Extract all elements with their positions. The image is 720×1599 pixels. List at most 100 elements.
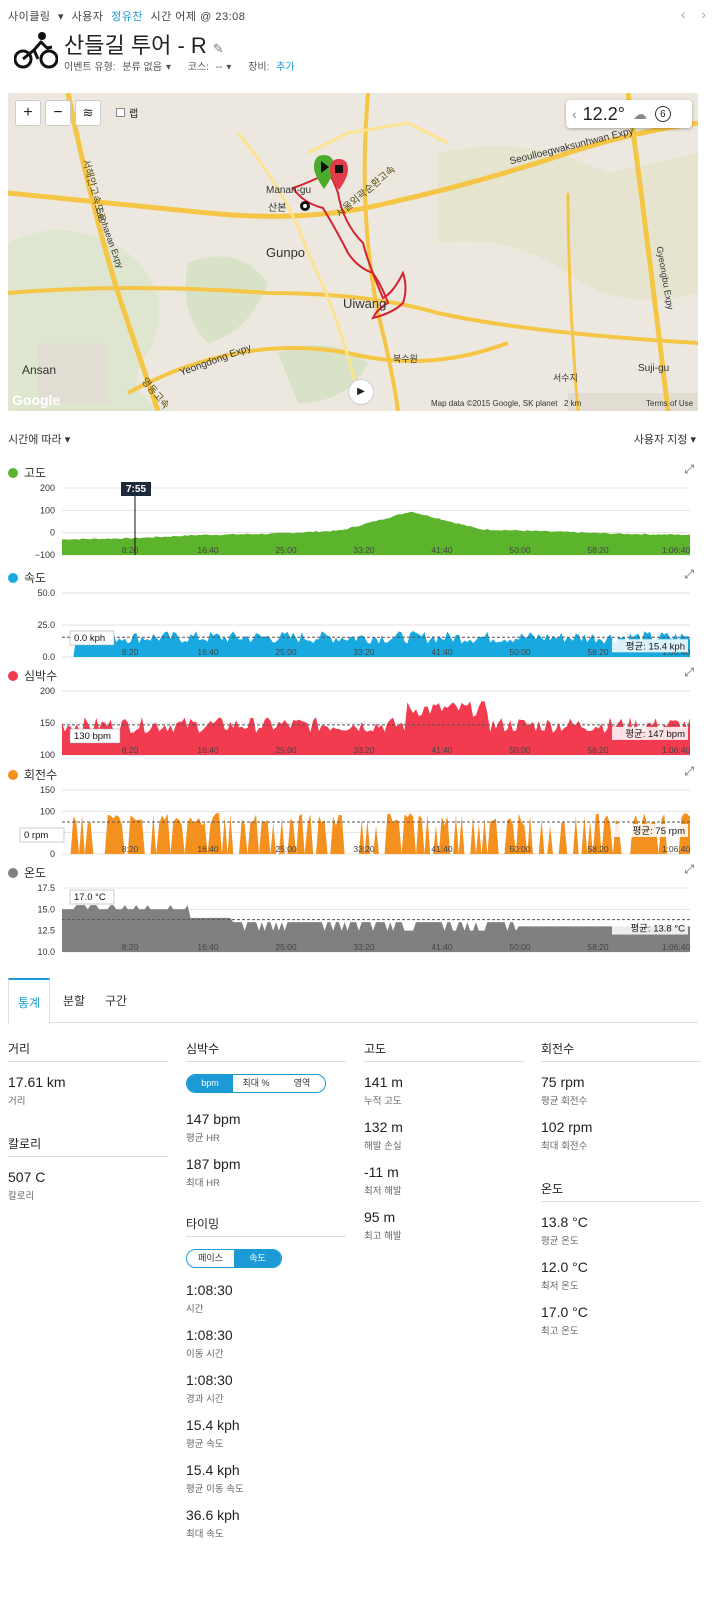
chevron-down-icon: ▾: [64, 434, 71, 446]
y-tick-label: 0: [50, 528, 55, 538]
zoom-in-button[interactable]: +: [15, 100, 41, 126]
custom-label: 사용자 지정: [633, 434, 688, 446]
activity-time: 시간 어제 @ 23:08: [150, 11, 246, 23]
average-label-box: [612, 726, 688, 740]
cadence-header: 회전수: [541, 1040, 701, 1062]
stat-label: 평균 HR: [186, 1133, 220, 1144]
cloud-icon: ☁: [632, 105, 647, 122]
expand-icon[interactable]: ⤢: [684, 764, 694, 778]
chart-header-elevation: 고도: [8, 464, 46, 481]
weather-widget[interactable]: ‹ 12.2° ☁ 6: [566, 100, 692, 128]
timing-seg-speed[interactable]: 속도: [234, 1250, 281, 1267]
stat-label: 평균 회전수: [541, 1096, 588, 1107]
chevron-down-icon[interactable]: ▾: [165, 62, 171, 73]
expand-icon[interactable]: ⤢: [684, 665, 694, 679]
chart-speed[interactable]: 50.0 25.0 0.0 8:20 16:40 25:00 33:20 41:40 50:00…: [0, 587, 720, 679]
breadcrumb: 사이클링 ▾ 사용자 정유찬 시간 어제 @ 23:08: [8, 8, 249, 24]
expand-icon[interactable]: ⤢: [684, 567, 694, 581]
y-tick-label: 200: [40, 686, 55, 696]
chart-title: 속도: [24, 571, 47, 585]
stat-label: 최대 회전수: [541, 1141, 588, 1152]
zoom-out-button[interactable]: −: [45, 100, 71, 126]
x-tick-label: 41:40: [431, 647, 453, 657]
laps-label: 랩: [129, 109, 139, 120]
timing-seg-pace[interactable]: 페이스: [198, 1253, 223, 1263]
tab-segments[interactable]: 구간: [104, 994, 128, 1008]
heart-seg-bpm[interactable]: bpm: [187, 1075, 233, 1092]
x-tick-label: 25:00: [275, 942, 297, 952]
y-tick-label: 15.0: [37, 904, 55, 914]
chart-title: 회전수: [24, 768, 58, 782]
event-type-select[interactable]: 분류 없음: [122, 62, 162, 73]
cursor-value-box: [69, 889, 115, 905]
stat-value: 187 bpm: [186, 1156, 241, 1172]
x-tick-label: 25:00: [275, 844, 297, 854]
laps-toggle[interactable]: 랩: [116, 105, 138, 120]
chevron-down-icon[interactable]: ▾: [226, 62, 232, 73]
x-tick-label: 41:40: [431, 942, 453, 952]
heart-seg-max[interactable]: 최대 %: [242, 1078, 270, 1088]
stat-distance: 17.61 km 거리: [8, 1074, 168, 1107]
stat-value: 75 rpm: [541, 1074, 585, 1090]
tab-splits[interactable]: 분할: [62, 994, 86, 1008]
x-tick-label: 1:06:40: [662, 942, 691, 952]
x-tick-label: 16:40: [197, 942, 219, 952]
stat-value: 1:08:30: [186, 1327, 233, 1343]
x-tick-label: 50:00: [509, 545, 531, 555]
chevron-down-icon: ▾: [690, 434, 696, 446]
stat-item: 75 rpm 평균 회전수: [541, 1074, 701, 1107]
cursor-value-box: [69, 728, 121, 744]
gear-label: 장비:: [248, 62, 270, 73]
stat-value: 15.4 kph: [186, 1417, 240, 1433]
stat-label: 평균 속도: [186, 1439, 224, 1450]
chart-cadence[interactable]: 1501005008:2016:4025:0033:2041:4050:0058…: [0, 784, 720, 876]
edit-pencil-icon[interactable]: ✎: [212, 41, 224, 56]
heart-seg-zones[interactable]: 영역: [293, 1078, 311, 1088]
terms-link[interactable]: Terms of Use: [646, 399, 694, 408]
layers-icon[interactable]: ≋: [75, 100, 101, 126]
time-marker-label: 7:55: [126, 484, 146, 495]
expand-icon[interactable]: ⤢: [684, 462, 694, 476]
y-tick-label: −100: [35, 550, 55, 560]
user-link[interactable]: 정유찬: [111, 11, 143, 23]
stat-item: 1:08:30 이동 시간: [186, 1327, 346, 1360]
next-activity-icon[interactable]: ›: [701, 6, 706, 22]
chart-header-speed: 속도: [8, 569, 46, 586]
x-tick-label: 8:20: [122, 745, 139, 755]
elevation-list: 141 m 누적 고도 132 m 해발 손실 -11 m 최저 해발 95 m 최고 해발: [364, 1074, 524, 1242]
chart-header-cadence: 회전수: [8, 766, 57, 783]
heart-unit-toggle: bpm 최대 % 영역: [186, 1074, 326, 1093]
chart-elevation[interactable]: 200 100 0 −100 8:20 16:40 25:00 33:20 41:40 50:00…: [0, 482, 720, 577]
x-tick-label: 1:06:40: [662, 545, 691, 555]
heart-header: 심박수: [186, 1040, 346, 1062]
prev-activity-icon[interactable]: ‹: [680, 6, 686, 22]
stat-item: 17.0 °C 최고 온도: [541, 1304, 701, 1337]
x-tick-label: 25:00: [275, 745, 297, 755]
course-select[interactable]: --: [215, 62, 223, 73]
chart-temp[interactable]: 17.5 15.0 12.5 10.0 8:20 16:40 25:00 33:20 41:40…: [0, 882, 720, 974]
series-dot: [8, 572, 18, 583]
add-gear-link[interactable]: 추가: [276, 62, 295, 73]
average-label: 평균: 15.4 kph: [626, 641, 685, 652]
x-tick-label: 58:20: [587, 942, 609, 952]
expand-icon[interactable]: ⤢: [684, 862, 694, 876]
stat-value: 95 m: [364, 1209, 396, 1225]
chevron-down-icon[interactable]: ▾: [58, 11, 65, 23]
series-area-elevation: [62, 511, 690, 555]
chart-heart[interactable]: 200 150 100 8:20 16:40 25:00 33:20 41:40 50:00 58…: [0, 685, 720, 777]
time-axis-dropdown[interactable]: 시간에 따라 ▾: [8, 431, 70, 447]
laps-checkbox[interactable]: [116, 108, 125, 117]
custom-dropdown[interactable]: 사용자 지정 ▾: [634, 431, 696, 447]
x-tick-label: 8:20: [122, 647, 139, 657]
timing-unit-toggle: 페이스 속도: [186, 1249, 282, 1268]
x-tick-label: 16:40: [197, 545, 219, 555]
activity-type-link[interactable]: 사이클링: [8, 11, 51, 23]
x-tick-label: 58:20: [587, 647, 609, 657]
play-route-button[interactable]: ▶: [348, 379, 374, 405]
route-map[interactable]: + − ≋ 랩 ‹ 12.2° ☁ 6 Manan-gu 산본 Gunpo Ui…: [8, 93, 698, 411]
timing-list: 1:08:30 시간 1:08:30 이동 시간 1:08:30 경과 시간 15.4 kp…: [186, 1282, 346, 1540]
chevron-left-icon[interactable]: ‹: [572, 106, 577, 122]
stat-label: 최고 온도: [541, 1326, 579, 1337]
x-tick-label: 8:20: [122, 942, 139, 952]
tab-stats[interactable]: 통계: [8, 978, 50, 1024]
